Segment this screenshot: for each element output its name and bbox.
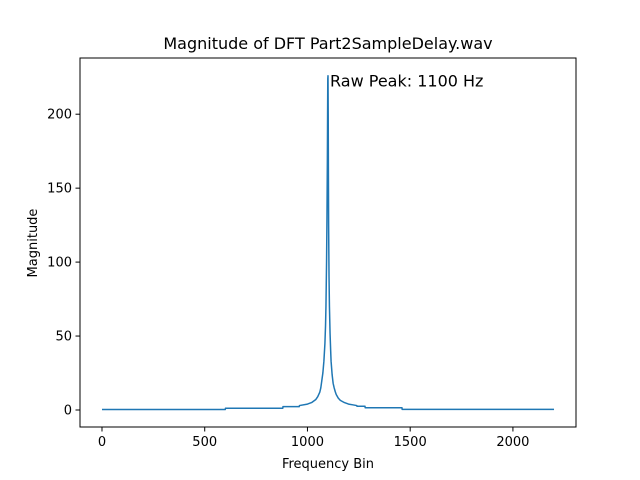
peak-annotation: Raw Peak: 1100 Hz xyxy=(330,72,483,91)
x-tick-label: 500 xyxy=(192,435,217,450)
x-tick-label: 1000 xyxy=(291,435,324,450)
y-tick-label: 50 xyxy=(55,330,72,345)
y-tick-label: 200 xyxy=(47,108,72,123)
y-axis-label: Magnitude xyxy=(26,209,41,278)
series-line-0 xyxy=(101,75,555,411)
x-tick-label: 0 xyxy=(98,435,106,450)
y-tick-label: 100 xyxy=(47,256,72,271)
x-axis: 0 500 1000 1500 2000 xyxy=(98,427,529,450)
plot-area xyxy=(101,75,555,411)
x-tick-label: 1500 xyxy=(394,435,427,450)
axes-frame xyxy=(79,57,577,428)
chart-title: Magnitude of DFT Part2SampleDelay.wav xyxy=(163,34,492,53)
y-tick-label: 0 xyxy=(64,403,72,418)
x-tick-label: 2000 xyxy=(496,435,529,450)
x-axis-label: Frequency Bin xyxy=(282,457,374,472)
y-axis: 0 50 100 150 200 xyxy=(47,108,80,418)
y-tick-label: 150 xyxy=(47,182,72,197)
